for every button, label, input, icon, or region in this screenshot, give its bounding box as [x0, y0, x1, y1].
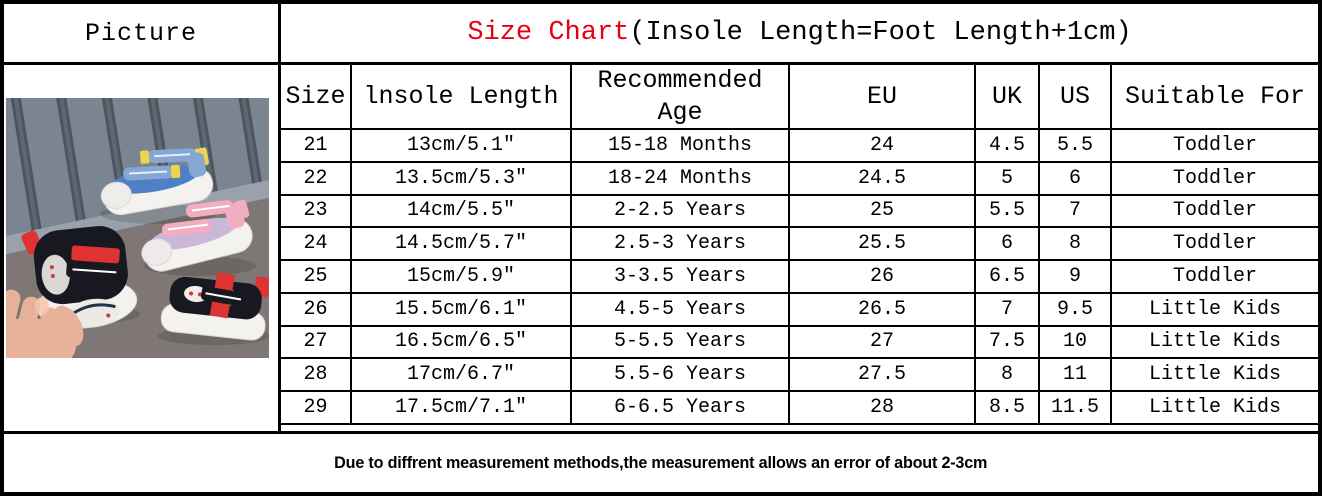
- cell-suitable-for: Little Kids: [1110, 291, 1318, 327]
- product-photo: [6, 98, 269, 358]
- table-row: 21 13cm/5.1″ 15-18 Months 24 4.5 5.5 Tod…: [281, 128, 1318, 163]
- cell-insole-length: 13cm/5.1″: [350, 128, 572, 163]
- table-row: 24 14.5cm/5.7″ 2.5-3 Years 25.5 6 8 Todd…: [281, 226, 1318, 262]
- cell-eu: 24: [788, 128, 976, 163]
- size-table-body: 21 13cm/5.1″ 15-18 Months 24 4.5 5.5 Tod…: [281, 128, 1318, 425]
- cell-us: 9: [1038, 259, 1112, 294]
- product-photo-cell: [4, 65, 281, 431]
- cell-insole-length: 17cm/6.7″: [350, 357, 572, 393]
- table-row: 28 17cm/6.7″ 5.5-6 Years 27.5 8 11 Littl…: [281, 357, 1318, 393]
- table-row: 29 17.5cm/7.1″ 6-6.5 Years 28 8.5 11.5 L…: [281, 390, 1318, 425]
- cell-us: 5.5: [1038, 128, 1112, 163]
- col-header-uk: UK: [974, 65, 1040, 130]
- body-row: Size lnsole Length Recommended Age EU UK…: [4, 65, 1318, 431]
- col-header-insole-length: lnsole Length: [350, 65, 572, 130]
- cell-us: 7: [1038, 193, 1112, 229]
- cell-size: 29: [281, 390, 352, 425]
- col-header-eu: EU: [788, 65, 976, 130]
- photo-hand: [6, 289, 84, 358]
- cell-recommended-age: 18-24 Months: [570, 160, 790, 196]
- cell-uk: 5: [974, 160, 1040, 196]
- cell-recommended-age: 5-5.5 Years: [570, 324, 790, 360]
- cell-recommended-age: 2.5-3 Years: [570, 226, 790, 262]
- cell-recommended-age: 3-3.5 Years: [570, 259, 790, 294]
- measurement-note: Due to diffrent measurement methods,the …: [334, 453, 988, 472]
- cell-size: 28: [281, 357, 352, 393]
- table-row: 26 15.5cm/6.1″ 4.5-5 Years 26.5 7 9.5 Li…: [281, 291, 1318, 327]
- cell-uk: 8: [974, 357, 1040, 393]
- cell-uk: 7.5: [974, 324, 1040, 360]
- col-header-recommended-age: Recommended Age: [570, 65, 790, 130]
- chart-title-formula: (Insole Length=Foot Length+1cm): [629, 18, 1132, 48]
- cell-us: 8: [1038, 226, 1112, 262]
- cell-eu: 27.5: [788, 357, 976, 393]
- cell-recommended-age: 6-6.5 Years: [570, 390, 790, 425]
- cell-insole-length: 14.5cm/5.7″: [350, 226, 572, 262]
- cell-recommended-age: 4.5-5 Years: [570, 291, 790, 327]
- cell-insole-length: 17.5cm/7.1″: [350, 390, 572, 425]
- cell-insole-length: 16.5cm/6.5″: [350, 324, 572, 360]
- cell-us: 6: [1038, 160, 1112, 196]
- cell-recommended-age: 5.5-6 Years: [570, 357, 790, 393]
- cell-us: 10: [1038, 324, 1112, 360]
- size-table-wrap: Size lnsole Length Recommended Age EU UK…: [281, 65, 1318, 431]
- table-row: 23 14cm/5.5″ 2-2.5 Years 25 5.5 7 Toddle…: [281, 193, 1318, 229]
- cell-suitable-for: Toddler: [1110, 160, 1318, 196]
- table-row: 27 16.5cm/6.5″ 5-5.5 Years 27 7.5 10 Lit…: [281, 324, 1318, 360]
- cell-eu: 26: [788, 259, 976, 294]
- photo-black-sandal-right: [160, 271, 269, 341]
- cell-eu: 24.5: [788, 160, 976, 196]
- cell-size: 22: [281, 160, 352, 196]
- cell-uk: 7: [974, 291, 1040, 327]
- cell-insole-length: 14cm/5.5″: [350, 193, 572, 229]
- cell-eu: 25: [788, 193, 976, 229]
- cell-eu: 27: [788, 324, 976, 360]
- cell-uk: 5.5: [974, 193, 1040, 229]
- cell-uk: 8.5: [974, 390, 1040, 425]
- chart-title-red: Size Chart: [467, 18, 630, 48]
- table-row: 25 15cm/5.9″ 3-3.5 Years 26 6.5 9 Toddle…: [281, 259, 1318, 294]
- size-table: Size lnsole Length Recommended Age EU UK…: [281, 65, 1318, 425]
- cell-suitable-for: Toddler: [1110, 226, 1318, 262]
- header-row: Picture Size Chart (Insole Length=Foot Le…: [4, 4, 1318, 65]
- col-header-size: Size: [281, 65, 352, 130]
- cell-insole-length: 13.5cm/5.3″: [350, 160, 572, 196]
- cell-uk: 6: [974, 226, 1040, 262]
- table-row: 22 13.5cm/5.3″ 18-24 Months 24.5 5 6 Tod…: [281, 160, 1318, 196]
- cell-size: 27: [281, 324, 352, 360]
- cell-eu: 25.5: [788, 226, 976, 262]
- cell-suitable-for: Little Kids: [1110, 324, 1318, 360]
- cell-size: 24: [281, 226, 352, 262]
- cell-size: 21: [281, 128, 352, 163]
- cell-insole-length: 15.5cm/6.1″: [350, 291, 572, 327]
- cell-size: 25: [281, 259, 352, 294]
- cell-size: 23: [281, 193, 352, 229]
- cell-eu: 26.5: [788, 291, 976, 327]
- note-row: Due to diffrent measurement methods,the …: [4, 431, 1318, 492]
- cell-us: 9.5: [1038, 291, 1112, 327]
- cell-suitable-for: Toddler: [1110, 128, 1318, 163]
- cell-uk: 4.5: [974, 128, 1040, 163]
- col-header-suitable-for: Suitable For: [1110, 65, 1318, 130]
- cell-suitable-for: Toddler: [1110, 259, 1318, 294]
- cell-size: 26: [281, 291, 352, 327]
- picture-column-header: Picture: [4, 4, 281, 62]
- cell-uk: 6.5: [974, 259, 1040, 294]
- cell-recommended-age: 2-2.5 Years: [570, 193, 790, 229]
- cell-us: 11.5: [1038, 390, 1112, 425]
- photo-blue-sandal: [100, 147, 214, 216]
- chart-title: Size Chart (Insole Length=Foot Length+1cm…: [281, 4, 1318, 62]
- cell-insole-length: 15cm/5.9″: [350, 259, 572, 294]
- photo-pink-sandal: [141, 199, 253, 272]
- col-header-us: US: [1038, 65, 1112, 130]
- cell-suitable-for: Little Kids: [1110, 390, 1318, 425]
- cell-eu: 28: [788, 390, 976, 425]
- cell-suitable-for: Toddler: [1110, 193, 1318, 229]
- photo-seat-ridges: [6, 98, 269, 250]
- size-table-header-row: Size lnsole Length Recommended Age EU UK…: [281, 65, 1318, 130]
- cell-recommended-age: 15-18 Months: [570, 128, 790, 163]
- cell-us: 11: [1038, 357, 1112, 393]
- cell-suitable-for: Little Kids: [1110, 357, 1318, 393]
